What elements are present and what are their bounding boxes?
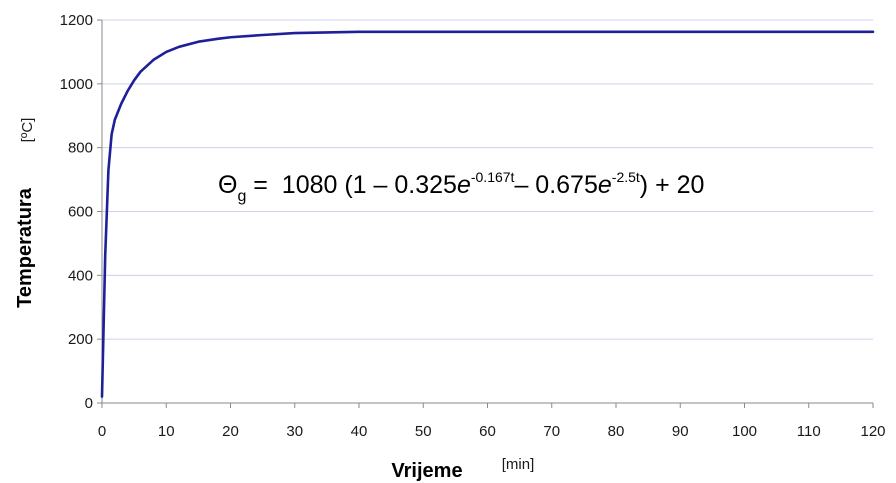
series-layer: [100, 30, 875, 398]
y-axis-unit: [ºC]: [19, 118, 36, 143]
data-point-0-11: [178, 46, 180, 48]
x-tick-label-60: 60: [479, 423, 496, 440]
data-point-0-9: [153, 59, 155, 61]
fire-curve-equation: Θg = 1080 (1 – 0.325e-0.167t– 0.675e-2.5…: [218, 169, 704, 205]
y-axis-title: Temperatura: [14, 187, 36, 308]
x-axis-title: Vrijeme: [391, 460, 462, 482]
data-point-0-22: [679, 31, 681, 33]
series-line-0: [100, 30, 875, 398]
x-tick-label-90: 90: [672, 423, 689, 440]
equation-e2-exponent: -2.5t: [612, 169, 640, 185]
data-point-0-7: [133, 80, 135, 82]
x-tick-label-80: 80: [608, 423, 625, 440]
data-point-0-25: [872, 31, 874, 33]
y-tick-label-800: 800: [68, 140, 93, 157]
data-point-0-20: [551, 31, 553, 33]
x-tick-label-20: 20: [222, 423, 239, 440]
data-point-0-12: [198, 41, 200, 43]
tick-labels: 0 200 400 600 800 1000 1200 0 10 20 30 40 50 60 70 80 90…: [60, 12, 886, 440]
x-tick-label-40: 40: [351, 423, 368, 440]
data-point-0-3: [111, 133, 113, 135]
y-tick-label-0: 0: [85, 395, 93, 412]
data-point-0-6: [127, 90, 129, 92]
data-point-0-15: [262, 34, 264, 36]
x-tick-label-120: 120: [860, 423, 885, 440]
data-point-0-8: [140, 71, 142, 73]
x-tick-label-30: 30: [286, 423, 303, 440]
data-point-0-1: [104, 255, 106, 257]
data-point-0-14: [230, 36, 232, 38]
y-tick-label-1000: 1000: [60, 76, 93, 93]
data-point-0-21: [615, 31, 617, 33]
equation-e1: e: [457, 171, 471, 199]
equation-e1-exponent: -0.167t: [471, 169, 515, 185]
data-point-0-0: [101, 396, 103, 398]
data-point-0-17: [358, 31, 360, 33]
equation-part-c: ) + 20: [640, 171, 705, 199]
x-tick-label-100: 100: [732, 423, 757, 440]
data-point-0-23: [744, 31, 746, 33]
y-tick-label-200: 200: [68, 331, 93, 348]
data-point-0-2: [108, 169, 110, 171]
data-point-0-16: [294, 32, 296, 34]
equation-symbol-subscript: g: [237, 188, 246, 205]
x-tick-label-0: 0: [98, 423, 106, 440]
equation-part-b: – 0.675: [514, 171, 597, 199]
y-tick-label-600: 600: [68, 204, 93, 221]
data-point-0-10: [165, 51, 167, 53]
data-point-0-4: [114, 119, 116, 121]
x-tick-label-70: 70: [543, 423, 560, 440]
equation-symbol: Θ: [218, 171, 237, 199]
y-tick-label-1200: 1200: [60, 12, 93, 29]
data-point-0-19: [487, 31, 489, 33]
x-tick-label-10: 10: [158, 423, 175, 440]
data-point-0-18: [422, 31, 424, 33]
y-tick-label-400: 400: [68, 267, 93, 284]
equation-part-a: = 1080 (1 – 0.325: [246, 171, 457, 199]
x-tick-label-110: 110: [797, 423, 821, 440]
grid-lines: [102, 19, 873, 340]
data-point-0-13: [217, 38, 219, 40]
data-point-0-24: [808, 31, 810, 33]
axes: [97, 19, 874, 408]
x-axis-unit: [min]: [502, 456, 535, 473]
data-point-0-5: [120, 103, 122, 105]
equation-e2: e: [598, 171, 612, 199]
x-tick-label-50: 50: [415, 423, 432, 440]
